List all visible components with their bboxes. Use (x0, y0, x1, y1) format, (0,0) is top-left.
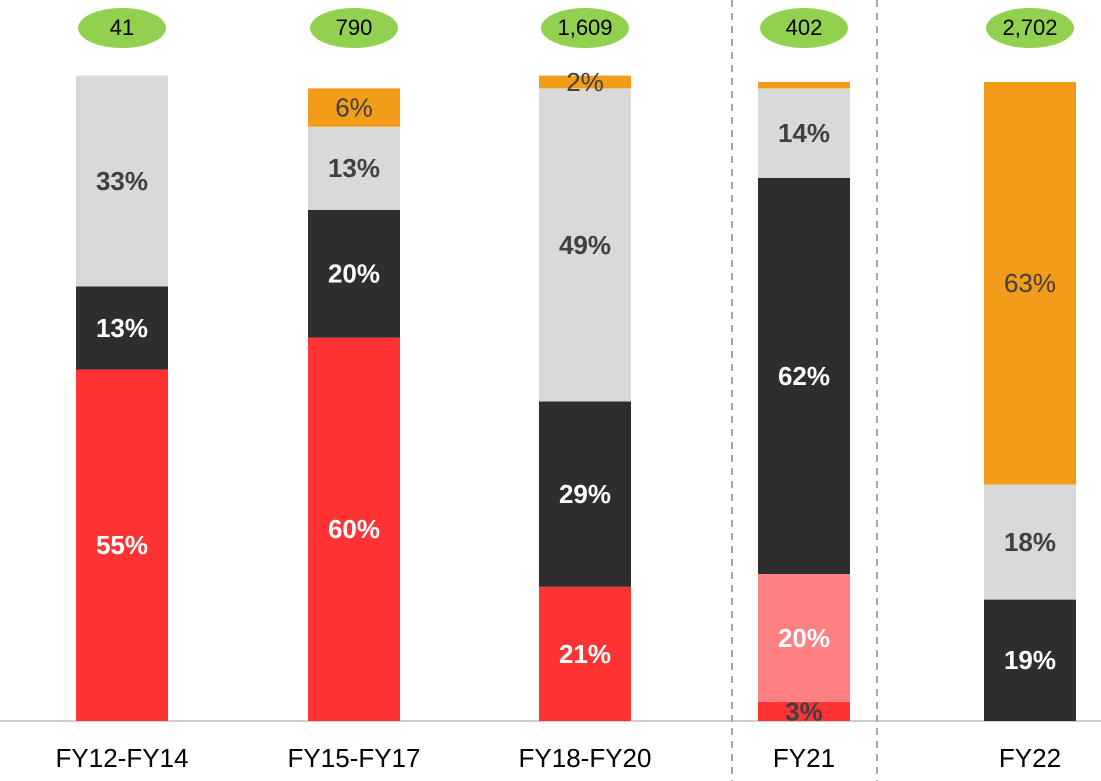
total-badge (986, 8, 1074, 48)
x-tick-label: FY22 (999, 743, 1061, 773)
data-label: 14% (778, 118, 830, 148)
total-label: 1,609 (557, 15, 612, 40)
bar-segment (758, 574, 850, 702)
data-label: 19% (1004, 645, 1056, 675)
x-tick-label: FY15-FY17 (288, 743, 421, 773)
data-label: 20% (328, 259, 380, 289)
total-badge (760, 8, 848, 48)
x-tick-label: FY18-FY20 (519, 743, 652, 773)
bar-segment (76, 286, 168, 370)
data-label: 18% (1004, 527, 1056, 557)
bar-segment (984, 82, 1076, 485)
data-label: 13% (96, 313, 148, 343)
data-label: 21% (559, 639, 611, 669)
bar-segment (984, 599, 1076, 721)
data-label: 13% (328, 153, 380, 183)
data-label: 20% (778, 623, 830, 653)
bar-segment (76, 369, 168, 721)
x-tick-label: FY12-FY14 (56, 743, 189, 773)
total-badge (541, 8, 629, 48)
bar-segment (539, 88, 631, 402)
total-label: 41 (110, 15, 134, 40)
bar-segment (308, 209, 400, 338)
bar-segment (539, 586, 631, 721)
bar-segment (539, 75, 631, 89)
bar-segment (308, 337, 400, 721)
data-label: 63% (1004, 268, 1056, 298)
bar-segment (758, 177, 850, 575)
total-badge (78, 8, 166, 48)
data-label: 33% (96, 166, 148, 196)
x-tick-label: FY21 (773, 743, 835, 773)
data-label: 29% (559, 479, 611, 509)
total-label: 790 (336, 15, 373, 40)
data-label: 55% (96, 530, 148, 560)
bar-segment (76, 75, 168, 287)
bar-segment (308, 126, 400, 210)
data-label: 60% (328, 514, 380, 544)
total-label: 2,702 (1002, 15, 1057, 40)
bar-segment (758, 701, 850, 721)
bar-segment (308, 88, 400, 127)
bar-segment (984, 484, 1076, 600)
total-badge (310, 8, 398, 48)
bar-segment (758, 88, 850, 178)
data-label: 62% (778, 361, 830, 391)
bar-segment (758, 82, 850, 89)
data-label: 49% (559, 230, 611, 260)
total-label: 402 (786, 15, 823, 40)
bar-segment (539, 401, 631, 587)
data-label: 6% (335, 92, 373, 122)
data-label: 2% (566, 67, 604, 97)
